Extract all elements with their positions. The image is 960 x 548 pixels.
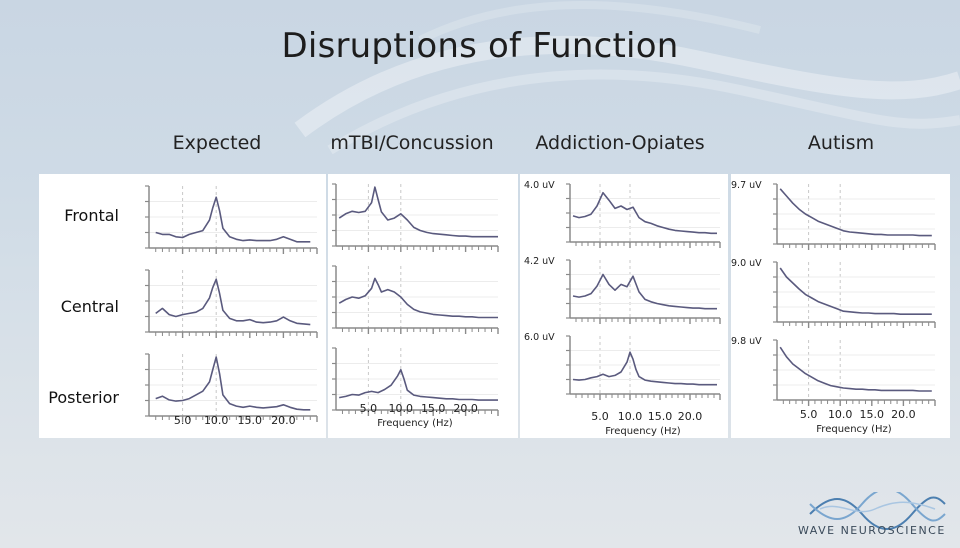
row-label-posterior: Posterior (48, 388, 119, 407)
column-title-autism: Autism (807, 132, 875, 154)
spectrum-line (155, 356, 311, 411)
spectrum-line (779, 188, 932, 237)
subplot-central (332, 265, 499, 334)
x-tick-label: 20.0 (678, 410, 703, 423)
scale-label: 9.8 uV (731, 336, 762, 347)
x-axis-label: Frequency (Hz) (816, 424, 892, 435)
panel-addiction: 4.0 uV 4.2 uV 6.0 uV 5.0 10.0 15.0 20.0 Frequen… (520, 174, 728, 438)
x-tick-label: 10.0 (204, 414, 229, 427)
spectrum-line (155, 278, 311, 326)
scale-label: 9.0 uV (731, 258, 762, 269)
x-tick-label: 10.0 (828, 408, 853, 421)
subplot-frontal (332, 183, 499, 252)
x-tick-label: 15.0 (860, 408, 885, 421)
column-title-expected: Expected (172, 132, 262, 154)
x-tick-label: 5.0 (591, 410, 609, 423)
x-tick-label: 10.0 (618, 410, 643, 423)
x-tick-label: 20.0 (891, 408, 916, 421)
x-tick-label: 15.0 (238, 414, 262, 427)
panel-expected: Frontal Central Posterior 5.0 10.0 15.0 20.… (39, 174, 326, 438)
subplot-posterior (145, 353, 318, 422)
row-label-central: Central (60, 297, 119, 316)
subplot-frontal: 9.7 uV (731, 180, 936, 250)
x-axis-label: Frequency (Hz) (605, 426, 681, 437)
subplot-posterior: 6.0 uV (524, 332, 721, 400)
x-tick-label: 20.0 (453, 402, 478, 415)
x-tick-label: 10.0 (389, 402, 414, 415)
subplot-central: 9.0 uV (731, 258, 936, 328)
scale-label: 6.0 uV (524, 332, 555, 343)
scale-label: 4.0 uV (524, 180, 555, 191)
column-title-mtbi: mTBI/Concussion (330, 132, 494, 154)
panel-mtbi: 5.0 10.0 15.0 20.0 Frequency (Hz) (328, 174, 518, 438)
column-title-addiction: Addiction-Opiates (535, 132, 705, 154)
subplot-central: 4.2 uV (524, 256, 721, 324)
x-tick-label: 20.0 (271, 414, 296, 427)
scale-label: 4.2 uV (524, 256, 555, 267)
spectrum-line (572, 273, 717, 310)
spectrum-line (339, 368, 498, 401)
spectrum-line (338, 186, 498, 238)
panel-autism: 9.7 uV 9.0 uV 9.8 uV 5.0 10.0 15.0 20.0 Frequen… (731, 174, 950, 438)
chart-addiction: 4.0 uV 4.2 uV 6.0 uV 5.0 10.0 15.0 20.0 Frequen… (524, 180, 721, 437)
logo-text: WAVE NEUROSCIENCE (798, 524, 946, 537)
spectrum-line (779, 346, 932, 392)
x-tick-label: 5.0 (800, 408, 818, 421)
row-label-frontal: Frontal (64, 206, 119, 225)
spectrum-line (572, 351, 717, 386)
chart-autism: 9.7 uV 9.0 uV 9.8 uV 5.0 10.0 15.0 20.0 Frequen… (731, 180, 936, 435)
spectrum-line (779, 267, 932, 315)
spectrum-line (572, 191, 717, 235)
x-tick-label: 5.0 (174, 414, 192, 427)
subplot-frontal (145, 185, 318, 254)
x-axis-label: Frequency (Hz) (377, 418, 453, 429)
subplot-frontal: 4.0 uV (524, 180, 721, 248)
chart-expected: 5.0 10.0 15.0 20.0 (145, 185, 318, 427)
x-tick-label: 15.0 (421, 402, 446, 415)
x-tick-label: 5.0 (360, 402, 378, 415)
subplot-posterior (332, 347, 499, 416)
spectrum-line (338, 277, 498, 319)
spectrum-line (155, 196, 311, 243)
subplot-posterior: 9.8 uV (731, 336, 936, 406)
scale-label: 9.7 uV (731, 180, 762, 191)
slide-title: Disruptions of Function (281, 26, 679, 66)
x-tick-label: 15.0 (648, 410, 673, 423)
wave-logo-icon (809, 492, 946, 530)
subplot-central (145, 269, 318, 338)
